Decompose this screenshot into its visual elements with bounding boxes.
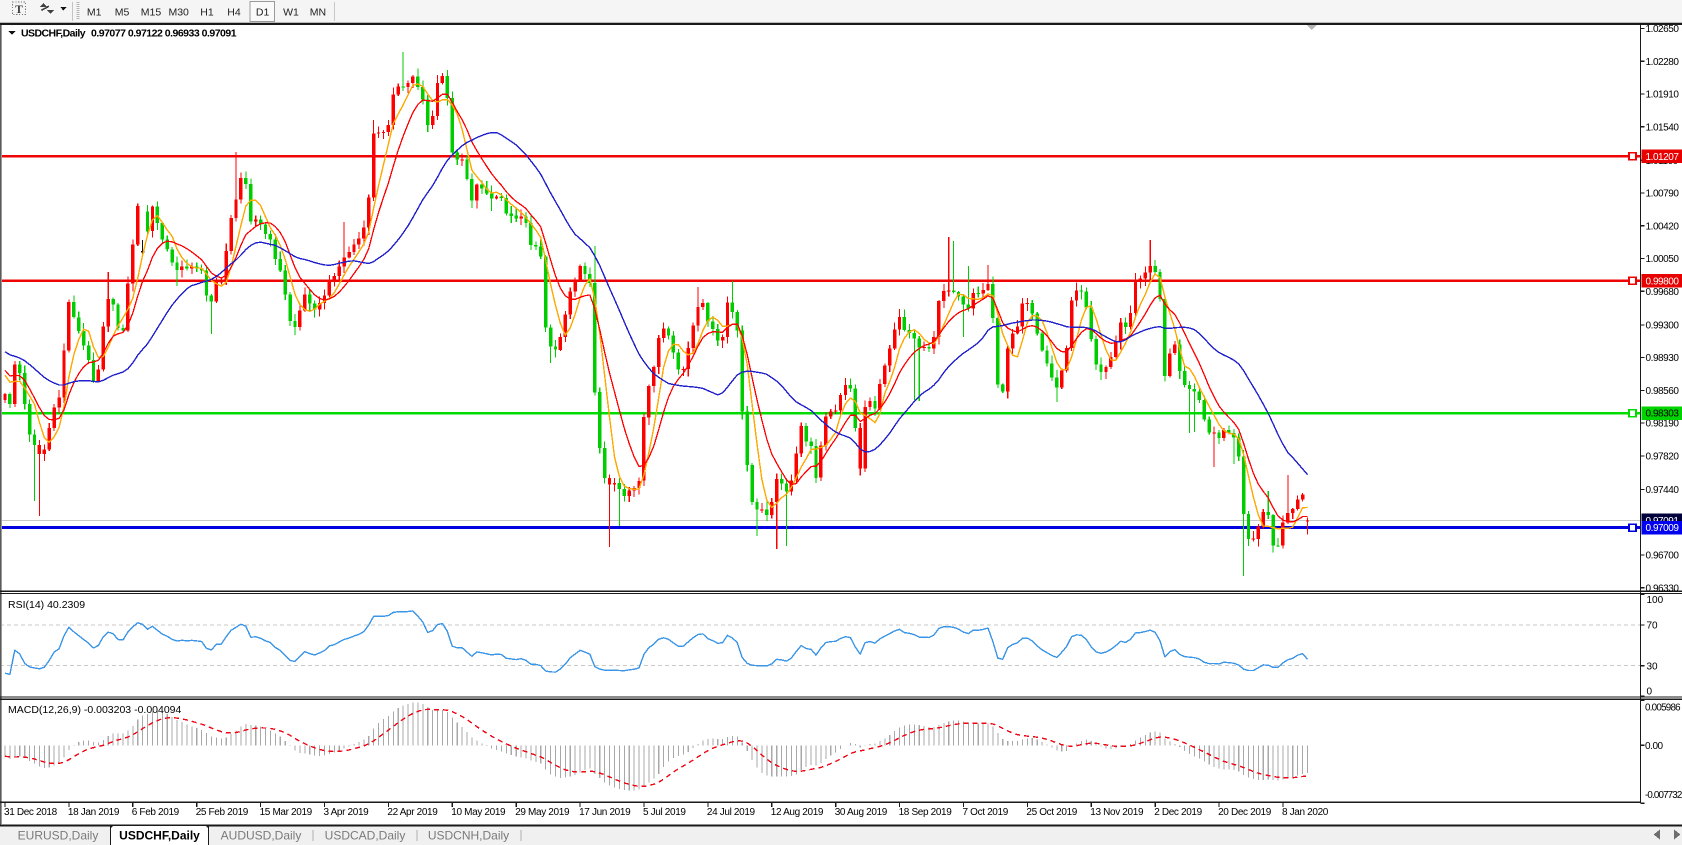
svg-text:5 Jul 2019: 5 Jul 2019 (643, 807, 686, 818)
svg-text:0.98303: 0.98303 (1646, 409, 1680, 420)
svg-text:22 Apr 2019: 22 Apr 2019 (387, 807, 438, 818)
svg-text:0.98930: 0.98930 (1646, 353, 1680, 364)
svg-text:25 Feb 2019: 25 Feb 2019 (196, 807, 249, 818)
svg-text:M15: M15 (141, 7, 162, 19)
svg-text:0.00: 0.00 (1645, 741, 1664, 752)
svg-text:RSI(14) 40.2309: RSI(14) 40.2309 (8, 599, 85, 611)
svg-text:15 Mar 2019: 15 Mar 2019 (260, 807, 313, 818)
svg-text:29 May 2019: 29 May 2019 (515, 807, 570, 818)
svg-text:AUDUSD,Daily: AUDUSD,Daily (221, 829, 302, 843)
svg-text:USDCAD,Daily: USDCAD,Daily (325, 829, 406, 843)
svg-text:0.96330: 0.96330 (1646, 583, 1680, 594)
svg-text:1.00420: 1.00420 (1646, 221, 1680, 232)
svg-text:USDCHF,Daily: USDCHF,Daily (21, 28, 86, 40)
svg-text:1.00050: 1.00050 (1646, 254, 1680, 265)
svg-text:1.00790: 1.00790 (1646, 189, 1680, 200)
svg-text:31 Dec 2018: 31 Dec 2018 (4, 807, 58, 818)
svg-text:10 May 2019: 10 May 2019 (451, 807, 506, 818)
svg-text:MN: MN (310, 7, 326, 19)
svg-text:30 Aug 2019: 30 Aug 2019 (835, 807, 888, 818)
svg-text:M5: M5 (115, 7, 130, 19)
svg-text:D1: D1 (256, 7, 270, 19)
svg-text:USDCHF,Daily: USDCHF,Daily (119, 829, 200, 843)
svg-text:H4: H4 (227, 7, 241, 19)
svg-text:30: 30 (1647, 661, 1659, 672)
svg-text:3 Apr 2019: 3 Apr 2019 (324, 807, 370, 818)
svg-text:0.96700: 0.96700 (1646, 551, 1680, 562)
svg-text:1.01910: 1.01910 (1646, 90, 1680, 101)
svg-text:1.01207: 1.01207 (1646, 152, 1680, 163)
svg-text:6 Feb 2019: 6 Feb 2019 (132, 807, 180, 818)
svg-text:0.97820: 0.97820 (1646, 452, 1680, 463)
svg-text:H1: H1 (200, 7, 214, 19)
svg-text:0.99300: 0.99300 (1646, 321, 1680, 332)
svg-text:100: 100 (1647, 595, 1664, 606)
svg-text:25 Oct 2019: 25 Oct 2019 (1026, 807, 1077, 818)
svg-text:0.98190: 0.98190 (1646, 419, 1680, 430)
svg-text:0.97009: 0.97009 (1646, 523, 1680, 534)
svg-text:0.99680: 0.99680 (1646, 287, 1680, 298)
svg-text:2 Dec 2019: 2 Dec 2019 (1154, 807, 1202, 818)
svg-text:1.02280: 1.02280 (1646, 57, 1680, 68)
svg-text:18 Jan 2019: 18 Jan 2019 (68, 807, 120, 818)
svg-text:M30: M30 (168, 7, 189, 19)
svg-text:W1: W1 (283, 7, 299, 19)
svg-text:1.01540: 1.01540 (1646, 122, 1680, 133)
svg-text:20 Dec 2019: 20 Dec 2019 (1218, 807, 1272, 818)
svg-text:USDCNH,Daily: USDCNH,Daily (428, 829, 509, 843)
svg-text:0: 0 (1647, 687, 1653, 698)
svg-text:EURUSD,Daily: EURUSD,Daily (18, 829, 99, 843)
svg-text:18 Sep 2019: 18 Sep 2019 (899, 807, 953, 818)
svg-text:T: T (15, 4, 23, 16)
svg-text:MACD(12,26,9) -0.003203 -0.004: MACD(12,26,9) -0.003203 -0.004094 (8, 704, 182, 716)
svg-text:7 Oct 2019: 7 Oct 2019 (963, 807, 1009, 818)
svg-text:24 Jul 2019: 24 Jul 2019 (707, 807, 756, 818)
svg-text:70: 70 (1647, 621, 1659, 632)
svg-text:M1: M1 (87, 7, 102, 19)
svg-text:0.97440: 0.97440 (1646, 485, 1680, 496)
svg-text:0.97077 0.97122 0.96933 0.9709: 0.97077 0.97122 0.96933 0.97091 (91, 28, 237, 40)
svg-text:1.02650: 1.02650 (1646, 24, 1680, 35)
svg-text:13 Nov 2019: 13 Nov 2019 (1090, 807, 1144, 818)
svg-text:12 Aug 2019: 12 Aug 2019 (771, 807, 824, 818)
svg-text:0.99800: 0.99800 (1646, 276, 1680, 287)
svg-text:0.005986: 0.005986 (1645, 702, 1681, 713)
svg-text:-0.007732: -0.007732 (1645, 790, 1682, 801)
svg-text:0.98560: 0.98560 (1646, 386, 1680, 397)
svg-text:17 Jun 2019: 17 Jun 2019 (579, 807, 631, 818)
svg-text:8 Jan 2020: 8 Jan 2020 (1282, 807, 1329, 818)
